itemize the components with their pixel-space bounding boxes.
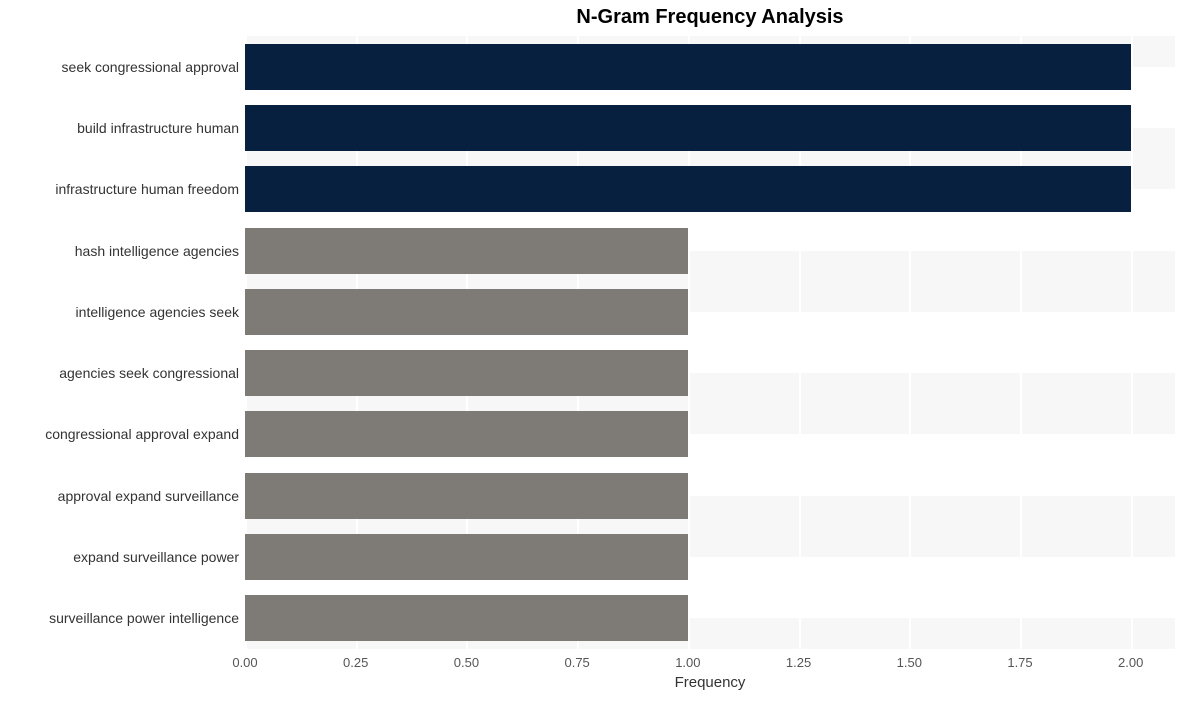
y-tick-label: hash intelligence agencies xyxy=(75,243,239,259)
x-tick-label: 1.75 xyxy=(1007,655,1032,670)
y-tick-label: approval expand surveillance xyxy=(58,488,239,504)
bar xyxy=(245,166,1131,212)
x-axis-label: Frequency xyxy=(245,674,1175,691)
bar xyxy=(245,289,688,335)
y-tick-label: surveillance power intelligence xyxy=(49,610,239,626)
x-tick-label: 0.25 xyxy=(343,655,368,670)
bar xyxy=(245,228,688,274)
y-tick-label: infrastructure human freedom xyxy=(55,181,239,197)
bar xyxy=(245,534,688,580)
x-tick-label: 0.00 xyxy=(232,655,257,670)
bar xyxy=(245,411,688,457)
x-tick-label: 1.25 xyxy=(786,655,811,670)
x-tick-label: 1.50 xyxy=(897,655,922,670)
y-tick-label: expand surveillance power xyxy=(73,549,239,565)
x-tick-label: 0.50 xyxy=(454,655,479,670)
chart-container: N-Gram Frequency Analysis Frequency seek… xyxy=(0,0,1185,701)
gridline-vertical xyxy=(1131,36,1133,649)
y-tick-label: seek congressional approval xyxy=(62,59,239,75)
bar xyxy=(245,105,1131,151)
bar xyxy=(245,350,688,396)
y-tick-label: intelligence agencies seek xyxy=(76,304,239,320)
plot-area xyxy=(245,36,1175,649)
x-tick-label: 2.00 xyxy=(1118,655,1143,670)
y-tick-label: build infrastructure human xyxy=(77,120,239,136)
bar xyxy=(245,44,1131,90)
x-tick-label: 0.75 xyxy=(564,655,589,670)
bar xyxy=(245,595,688,641)
y-tick-label: agencies seek congressional xyxy=(59,365,239,381)
chart-title: N-Gram Frequency Analysis xyxy=(245,6,1175,29)
bar xyxy=(245,473,688,519)
x-tick-label: 1.00 xyxy=(675,655,700,670)
y-tick-label: congressional approval expand xyxy=(45,426,239,442)
